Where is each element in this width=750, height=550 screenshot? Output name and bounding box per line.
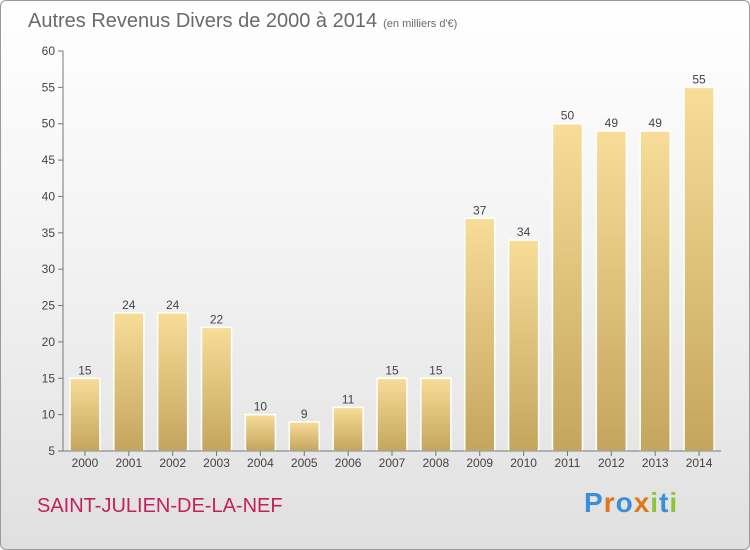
brand-logo-letter: i [669,487,679,518]
bar [244,413,277,452]
brand-logo-letter: P [584,487,604,518]
x-tick-label: 2013 [642,456,669,470]
bar [683,86,715,452]
x-tick-label: 2001 [115,456,142,470]
bar-value-label: 22 [210,312,224,326]
chart-title-text: Autres Revenus Divers de 2000 à 2014 [28,10,378,32]
bar [156,312,189,452]
x-tick-label: 2006 [335,456,362,470]
bar [551,122,584,452]
bar-value-label: 24 [166,298,180,312]
brand-logo-letter: x [633,487,651,518]
bar [420,377,452,452]
bar [507,239,540,452]
bar-value-label: 49 [649,116,663,130]
y-tick-label: 50 [42,117,56,131]
bar-value-label: 34 [517,225,531,239]
brand-logo-letter: o [615,487,634,518]
bar-value-label: 55 [692,72,706,86]
y-tick-label: 55 [42,80,56,94]
y-tick-label: 10 [42,408,56,422]
y-tick-label: 45 [42,153,56,167]
bar [595,130,628,452]
x-tick-label: 2011 [555,456,581,470]
x-tick-label: 2008 [423,456,450,470]
x-tick-label: 2007 [379,456,406,470]
bar-value-label: 11 [342,392,355,406]
x-tick-label: 2004 [247,456,274,470]
x-tick-label: 2012 [598,456,625,470]
brand-logo: Proxiti [584,487,678,519]
bar-value-label: 15 [385,363,399,377]
y-tick-label: 35 [42,226,56,240]
bar-value-label: 15 [429,363,443,377]
y-tick-label: 20 [42,335,56,349]
bar [69,377,101,452]
x-tick-label: 2005 [291,456,318,470]
x-tick-label: 2009 [466,456,493,470]
bar-value-label: 15 [78,363,92,377]
bar [332,406,364,452]
bar [288,421,321,452]
brand-logo-letter: i [650,487,660,518]
bar-value-label: 24 [122,298,136,312]
bar [200,326,233,452]
bar-value-label: 49 [605,116,619,130]
bar [113,312,145,452]
y-tick-label: 5 [48,444,55,458]
y-tick-label: 40 [42,189,56,203]
bar-value-label: 50 [561,109,575,123]
x-tick-label: 2014 [686,456,713,470]
bar [376,377,408,452]
y-tick-label: 15 [42,371,56,385]
bar-value-label: 10 [254,400,268,414]
chart-subtitle: (en milliers d'€) [383,18,458,30]
commune-name: SAINT-JULIEN-DE-LA-NEF [37,495,283,517]
chart-title: Autres Revenus Divers de 2000 à 2014 (en … [28,10,457,33]
y-tick-label: 30 [42,262,56,276]
brand-logo-letter: r [603,487,616,518]
x-tick-label: 2000 [72,456,99,470]
bar [463,217,496,452]
bar-value-label: 9 [301,407,308,421]
x-tick-label: 2003 [203,456,230,470]
y-tick-label: 60 [42,44,56,58]
x-tick-label: 2002 [159,456,186,470]
bar-value-label: 37 [473,203,487,217]
x-tick-label: 2010 [510,456,537,470]
bar [639,130,671,452]
y-tick-label: 25 [42,299,56,313]
brand-logo-letter: t [659,487,670,518]
